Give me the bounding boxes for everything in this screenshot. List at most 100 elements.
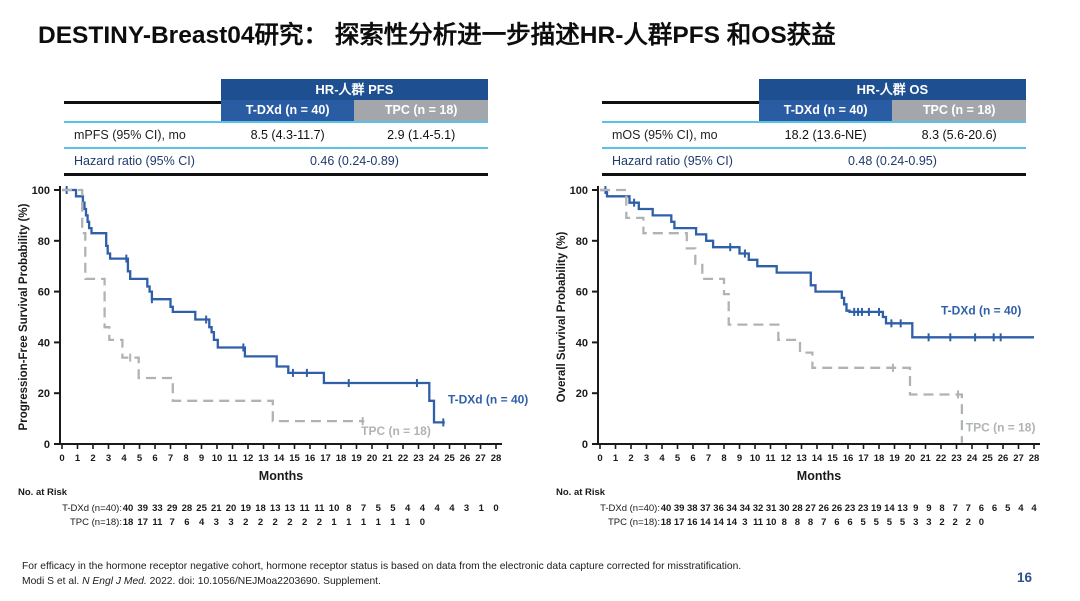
y-tick-label: 40	[38, 337, 50, 349]
risk-value: 6	[979, 503, 984, 514]
x-tick-label: 25	[982, 453, 993, 464]
risk-value: 2	[952, 517, 957, 528]
risk-value: 2	[273, 517, 278, 528]
x-tick-label: 5	[675, 453, 681, 464]
risk-value: 5	[1005, 503, 1011, 514]
risk-value: 13	[285, 503, 296, 514]
risk-value: 20	[226, 503, 237, 514]
risk-value: 37	[700, 503, 711, 514]
risk-value: 4	[1031, 503, 1037, 514]
y-tick-label: 20	[38, 388, 50, 400]
x-tick-label: 13	[796, 453, 807, 464]
risk-value: 2	[287, 517, 292, 528]
x-tick-label: 10	[750, 453, 761, 464]
risk-value: 5	[900, 517, 906, 528]
x-tick-label: 14	[812, 453, 823, 464]
risk-value: 6	[847, 517, 852, 528]
risk-value: 18	[123, 517, 134, 528]
risk-row-label: T-DXd (n=40):	[62, 503, 122, 514]
x-tick-label: 27	[1013, 453, 1024, 464]
risk-value: 7	[361, 503, 366, 514]
x-tick-label: 4	[659, 453, 665, 464]
risk-value: 4	[434, 503, 440, 514]
x-tick-label: 1	[75, 453, 81, 464]
tdxd-curve	[62, 188, 445, 424]
risk-value: 21	[211, 503, 222, 514]
pfs-summary-table: HR-人群 PFS T-DXd (n = 40) TPC (n = 18) mP…	[64, 79, 488, 176]
risk-value: 32	[753, 503, 764, 514]
risk-value: 3	[913, 517, 918, 528]
x-tick-label: 1	[613, 453, 619, 464]
tpc-series-label: TPC (n = 18)	[966, 420, 1036, 434]
risk-value: 31	[766, 503, 777, 514]
risk-value: 18	[661, 517, 672, 528]
risk-value: 1	[331, 517, 337, 528]
risk-value: 4	[1018, 503, 1024, 514]
x-tick-label: 21	[382, 453, 393, 464]
x-tick-label: 3	[644, 453, 649, 464]
risk-value: 25	[196, 503, 207, 514]
x-tick-label: 25	[444, 453, 455, 464]
os-hazard-value: 0.48 (0.24-0.95)	[847, 154, 937, 168]
risk-value: 30	[779, 503, 790, 514]
risk-value: 26	[818, 503, 829, 514]
risk-value: 36	[713, 503, 724, 514]
y-axis-title: Progression-Free Survival Probability (%…	[18, 203, 30, 430]
x-tick-label: 16	[305, 453, 316, 464]
x-tick-label: 28	[1029, 453, 1040, 464]
pfs-median-label: mPFS (95% CI), mo	[74, 128, 186, 142]
x-tick-label: 15	[289, 453, 300, 464]
x-tick-label: 5	[137, 453, 143, 464]
risk-value: 14	[713, 517, 724, 528]
x-tick-label: 23	[413, 453, 424, 464]
risk-value: 7	[821, 517, 826, 528]
table-row: Hazard ratio (95% CI) 0.48 (0.24-0.95)	[602, 149, 1026, 176]
risk-value: 11	[753, 517, 764, 528]
risk-value: 19	[240, 503, 251, 514]
risk-value: 2	[966, 517, 971, 528]
y-tick-label: 0	[44, 439, 50, 451]
risk-value: 4	[199, 517, 205, 528]
risk-value: 3	[742, 517, 747, 528]
x-tick-label: 12	[243, 453, 254, 464]
risk-value: 34	[726, 503, 737, 514]
risk-value: 10	[766, 517, 777, 528]
y-tick-label: 80	[38, 236, 50, 248]
x-tick-label: 21	[920, 453, 931, 464]
pfs-panel: HR-人群 PFS T-DXd (n = 40) TPC (n = 18) mP…	[16, 79, 542, 532]
risk-value: 7	[170, 517, 175, 528]
pfs-group-header: HR-人群 PFS	[220, 79, 488, 102]
x-tick-label: 20	[905, 453, 916, 464]
risk-value: 28	[792, 503, 803, 514]
x-tick-label: 22	[398, 453, 409, 464]
risk-value: 1	[479, 503, 485, 514]
risk-value: 4	[405, 503, 411, 514]
os-summary-table: HR-人群 OS T-DXd (n = 40) TPC (n = 18) mOS…	[602, 79, 1026, 176]
risk-value: 13	[270, 503, 281, 514]
x-tick-label: 2	[90, 453, 95, 464]
y-tick-label: 80	[576, 236, 588, 248]
x-tick-label: 20	[367, 453, 378, 464]
x-tick-label: 11	[765, 453, 776, 464]
risk-value: 26	[832, 503, 843, 514]
x-tick-label: 16	[843, 453, 854, 464]
x-tick-label: 24	[967, 453, 978, 464]
x-tick-label: 11	[227, 453, 238, 464]
x-tick-label: 10	[212, 453, 223, 464]
y-tick-label: 100	[32, 185, 50, 197]
risk-value: 3	[228, 517, 233, 528]
page-number: 16	[1016, 570, 1032, 585]
tdxd-series-label: T-DXd (n = 40)	[448, 392, 528, 406]
pfs-col-tdxd: T-DXd (n = 40)	[220, 100, 355, 121]
risk-value: 27	[805, 503, 816, 514]
x-tick-label: 13	[258, 453, 269, 464]
x-tick-label: 8	[721, 453, 726, 464]
risk-value: 7	[966, 503, 971, 514]
table-row: HR-人群 PFS	[64, 79, 488, 104]
x-tick-label: 26	[460, 453, 471, 464]
panels: HR-人群 PFS T-DXd (n = 40) TPC (n = 18) mP…	[0, 79, 1080, 532]
risk-value: 3	[464, 503, 469, 514]
risk-value: 17	[674, 517, 685, 528]
risk-value: 9	[926, 503, 931, 514]
x-tick-label: 27	[475, 453, 486, 464]
